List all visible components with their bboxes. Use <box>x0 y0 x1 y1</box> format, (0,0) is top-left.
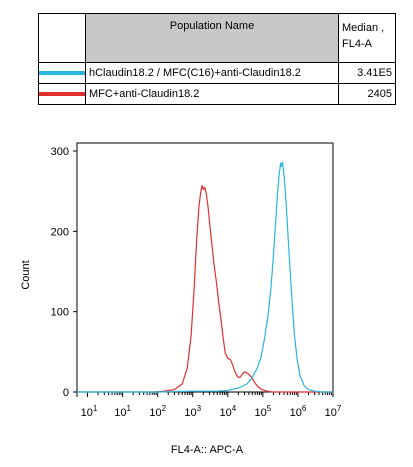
plot-frame <box>76 142 334 393</box>
y-tick-label: 0 <box>63 387 69 399</box>
legend-header-median-line: FL4-A <box>342 38 372 50</box>
y-axis-title: Count <box>20 260 32 289</box>
x-tick-label: 101 <box>114 404 131 419</box>
x-tick-label: 102 <box>149 404 166 419</box>
y-tick-label: 100 <box>51 307 69 319</box>
legend-table: Population Name Median , FL4-A hClaudin18… <box>38 13 396 105</box>
legend-row: MFC+anti-Claudin18.2 2405 <box>38 83 396 105</box>
legend-swatch-red <box>39 92 85 96</box>
legend-header-swatch-cell <box>38 13 86 63</box>
x-axis-title: FL4-A:: APC-A <box>171 444 244 456</box>
legend-row-median: 3.41E5 <box>338 62 396 84</box>
legend-swatch-cell <box>38 83 86 105</box>
series-line-blue <box>77 161 333 393</box>
x-tick-label: 103 <box>184 404 201 419</box>
plot-area: 0 100 200 300 101 101 102 103 104 105 106 107 <box>51 142 342 419</box>
legend-row: hClaudin18.2 / MFC(C16)+anti-Claudin18.2… <box>38 62 396 84</box>
y-tick-label: 300 <box>51 146 69 158</box>
legend-row-median: 2405 <box>338 83 396 105</box>
y-tick-label: 200 <box>51 226 69 238</box>
x-tick-label: 105 <box>255 404 272 419</box>
legend-row-name: hClaudin18.2 / MFC(C16)+anti-Claudin18.2 <box>85 62 339 84</box>
x-tick-label: 107 <box>325 404 342 419</box>
legend-row-name: MFC+anti-Claudin18.2 <box>85 83 339 105</box>
series-line-red <box>77 185 333 393</box>
legend-header-median-line: Median , <box>342 22 385 34</box>
x-tick-label: 106 <box>290 404 307 419</box>
legend-header-median: Median , FL4-A <box>338 13 396 63</box>
legend-swatch-blue <box>39 71 85 75</box>
x-tick-label: 104 <box>219 404 236 419</box>
legend-header-name: Population Name <box>85 13 339 63</box>
legend-header-row: Population Name Median , FL4-A <box>38 13 396 63</box>
x-tick-label: 101 <box>81 404 98 419</box>
